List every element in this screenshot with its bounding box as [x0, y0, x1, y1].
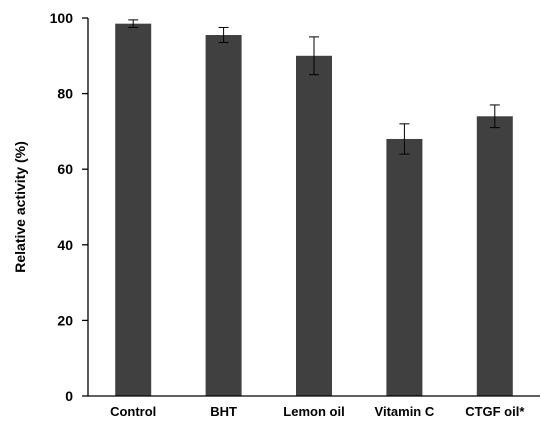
- bar-control: [115, 23, 152, 396]
- error-bars-layer: [128, 19, 500, 155]
- y-ticks-layer: 0 20 40 60 80 100: [50, 10, 88, 404]
- bar-lemon-oil: [296, 55, 332, 397]
- y-tick-label: 20: [57, 312, 73, 328]
- y-tick-label: 0: [65, 388, 73, 404]
- x-tick-label: Vitamin C: [375, 404, 435, 419]
- x-labels-layer: Control BHT Lemon oil Vitamin C CTGF oil*: [110, 404, 525, 419]
- x-tick-label: CTGF oil*: [465, 404, 525, 419]
- bar-ctgf-oil: [476, 116, 513, 396]
- bars-layer: [115, 23, 513, 397]
- axes-layer: [87, 18, 540, 397]
- bar-bht: [205, 35, 242, 396]
- y-tick-label: 100: [50, 10, 74, 26]
- bar-vitamin-c: [386, 138, 423, 396]
- x-tick-label: BHT: [210, 404, 237, 419]
- y-tick-label: 80: [57, 86, 73, 102]
- y-tick-label: 40: [57, 237, 73, 253]
- x-tick-label: Lemon oil: [283, 404, 344, 419]
- y-tick-label: 60: [57, 161, 73, 177]
- x-tick-label: Control: [110, 404, 156, 419]
- y-axis-title: Relative activity (%): [12, 141, 28, 273]
